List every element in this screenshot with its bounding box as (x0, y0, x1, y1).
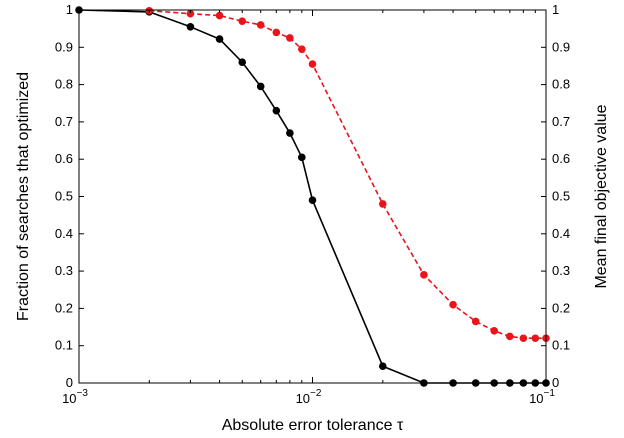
y-right-tick-label: 0.9 (552, 39, 570, 54)
y-right-tick-label: 0.4 (552, 226, 570, 241)
y-right-tick-label: 0.5 (552, 189, 570, 204)
series-1-line (149, 9, 546, 340)
y-left-tick-label: 0.9 (55, 39, 73, 54)
y-left-tick-label: 0.3 (55, 263, 73, 278)
series-0-point (186, 22, 195, 31)
x-tick-exponent: −1 (544, 388, 556, 399)
x-tick-exponent: −2 (310, 388, 322, 399)
y-right-tick-label: 0.3 (552, 263, 570, 278)
y-left-tick-label: 0.5 (55, 189, 73, 204)
series-1-point (308, 60, 317, 68)
series-0-point (238, 58, 247, 67)
y-right-tick-label: 0 (552, 375, 559, 390)
series-1-point (506, 332, 514, 341)
series-layer (75, 6, 550, 387)
x-tick-base: 10 (62, 391, 76, 406)
series-0-point (298, 153, 306, 162)
series-1-point (215, 11, 224, 20)
x-tick-label: 10−1 (529, 388, 555, 406)
y-left-tick-label: 0.7 (55, 114, 73, 129)
x-tick-base: 10 (296, 391, 310, 406)
y-axis-left-title: Fraction of searches that optimized (15, 72, 32, 321)
tick-layer: 0 0 0.1 0.1 0.2 0.2 0.3 0.3 0.4 0.4 0.5 0.5 0.6 0.6 0.… (55, 2, 570, 406)
y-axis-right-title: Mean final objective value (593, 104, 610, 288)
series-1-point (186, 9, 195, 18)
y-left-tick-label: 0.8 (55, 77, 73, 92)
series-0-point (378, 362, 387, 371)
y-right-tick-label: 0.2 (552, 300, 570, 315)
y-left-tick-label: 0.2 (55, 300, 73, 315)
series-1-point (531, 334, 540, 343)
series-1-point (256, 21, 265, 29)
series-1-point (286, 34, 294, 42)
series-1-point (378, 200, 387, 208)
y-left-tick-label: 0.1 (55, 338, 73, 353)
series-0-point (308, 196, 317, 205)
series-0-point (256, 82, 265, 91)
series-0-point (215, 35, 224, 43)
y-right-tick-label: 0.6 (552, 151, 570, 166)
x-tick-label: 10−2 (296, 388, 322, 406)
series-1-point (490, 326, 498, 335)
series-1-point (449, 300, 457, 309)
y-left-tick-label: 0.4 (55, 226, 73, 241)
y-right-tick-label: 0.8 (552, 77, 570, 92)
series-1-point (420, 271, 428, 279)
series-0-point (272, 106, 281, 115)
x-axis-title: Absolute error tolerance τ (222, 417, 404, 434)
series-1-point (298, 45, 306, 53)
x-tick-exponent: −3 (77, 388, 89, 399)
y-right-tick-label: 1 (552, 2, 559, 17)
series-0-point (286, 129, 294, 137)
y-right-tick-label: 0.7 (552, 114, 570, 129)
series-1-point (272, 28, 281, 37)
x-tick-label: 10−3 (62, 388, 88, 406)
x-tick-base: 10 (529, 391, 543, 406)
y-left-tick-label: 0.6 (55, 151, 73, 166)
y-left-tick-label: 1 (66, 2, 73, 17)
series-1-point (471, 317, 480, 326)
y-left-tick-label: 0 (66, 375, 73, 390)
series-1-point (519, 334, 528, 343)
series-1-point (238, 17, 247, 25)
y-right-tick-label: 0.1 (552, 338, 570, 353)
